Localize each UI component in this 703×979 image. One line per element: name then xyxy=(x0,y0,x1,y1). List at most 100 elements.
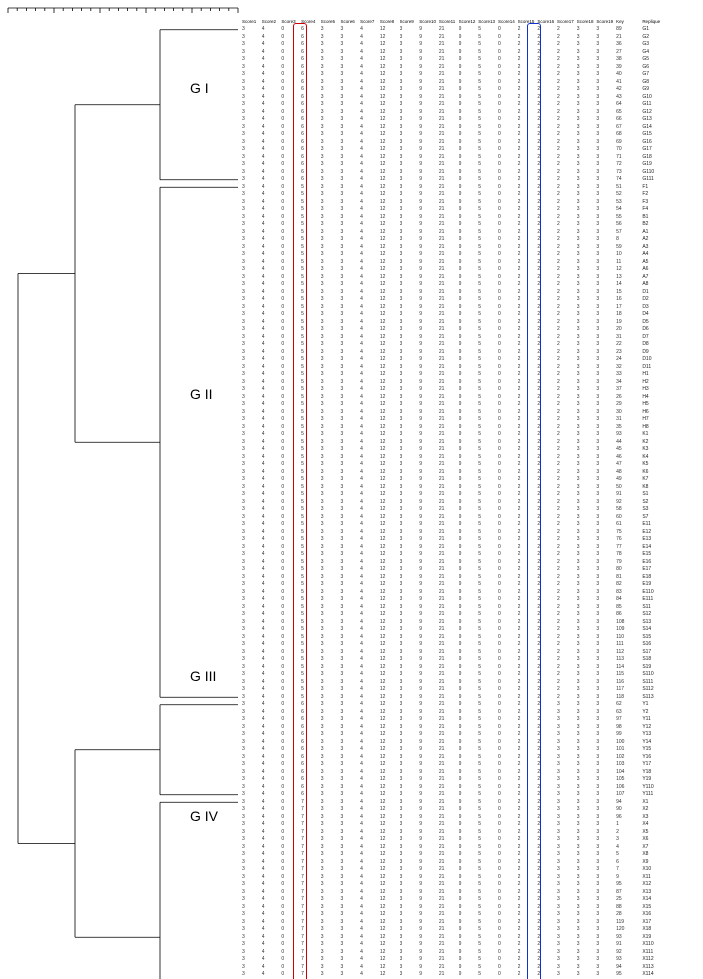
cell: 2 xyxy=(537,326,557,334)
table-row: 340733412392195022333120X18 xyxy=(242,926,697,934)
cell: 3 xyxy=(400,664,420,672)
cell: 12 xyxy=(380,881,400,889)
cell: 5 xyxy=(478,521,498,529)
key-cell: 85 xyxy=(616,604,642,612)
cell: 12 xyxy=(380,581,400,589)
cell: 9 xyxy=(419,34,439,42)
cell: 4 xyxy=(262,206,282,214)
cell: 0 xyxy=(498,889,518,897)
key-cell: 110 xyxy=(616,634,642,642)
cell: 3 xyxy=(242,184,262,192)
cell: 2 xyxy=(518,326,538,334)
cell: 0 xyxy=(498,701,518,709)
cell: 2 xyxy=(537,469,557,477)
cell: 21 xyxy=(439,686,459,694)
cell: 21 xyxy=(439,896,459,904)
cell: 21 xyxy=(439,679,459,687)
cell: 9 xyxy=(419,274,439,282)
cell: 4 xyxy=(262,574,282,582)
cell: 9 xyxy=(459,161,479,169)
table-row: 340633412392195022333101Y15 xyxy=(242,746,697,754)
cell: 12 xyxy=(380,184,400,192)
cell: 3 xyxy=(242,529,262,537)
cell: 9 xyxy=(419,596,439,604)
cell: 12 xyxy=(380,776,400,784)
cell: 5 xyxy=(478,379,498,387)
cell: 3 xyxy=(340,446,360,454)
cell: 2 xyxy=(518,431,538,439)
cell: 2 xyxy=(518,581,538,589)
replique-cell: S15 xyxy=(642,634,697,642)
cell: 9 xyxy=(459,671,479,679)
cell: 6 xyxy=(301,79,321,87)
cell: 5 xyxy=(478,656,498,664)
cell: 21 xyxy=(439,769,459,777)
cell: 12 xyxy=(380,559,400,567)
cell: 4 xyxy=(262,146,282,154)
cell: 2 xyxy=(557,544,577,552)
cell: 4 xyxy=(360,281,380,289)
cell: 21 xyxy=(439,109,459,117)
cell: 21 xyxy=(439,911,459,919)
replique-cell: K3 xyxy=(642,446,697,454)
cell: 3 xyxy=(577,401,597,409)
cell: 3 xyxy=(577,476,597,484)
key-cell: 112 xyxy=(616,649,642,657)
cell: 4 xyxy=(262,814,282,822)
cell: 3 xyxy=(577,394,597,402)
cell: 3 xyxy=(557,814,577,822)
replique-cell: K6 xyxy=(642,469,697,477)
cell: 3 xyxy=(400,409,420,417)
cell: 4 xyxy=(262,716,282,724)
cell: 2 xyxy=(557,386,577,394)
cell: 3 xyxy=(242,334,262,342)
cell: 3 xyxy=(321,221,341,229)
cell: 3 xyxy=(340,161,360,169)
cell: 4 xyxy=(360,559,380,567)
col-header: Score7 xyxy=(360,18,380,26)
replique-cell: X8 xyxy=(642,851,697,859)
cell: 3 xyxy=(242,551,262,559)
cell: 6 xyxy=(301,146,321,154)
cell: 0 xyxy=(281,716,301,724)
cell: 5 xyxy=(478,911,498,919)
cell: 2 xyxy=(518,641,538,649)
cell: 5 xyxy=(478,634,498,642)
col-header: Score4 xyxy=(301,18,321,26)
table-row: 34053341239219502223356B2 xyxy=(242,221,697,229)
cell: 4 xyxy=(262,191,282,199)
cell: 3 xyxy=(321,446,341,454)
cell: 3 xyxy=(596,604,616,612)
cell: 0 xyxy=(281,694,301,702)
cell: 21 xyxy=(439,266,459,274)
cell: 5 xyxy=(478,769,498,777)
cell: 0 xyxy=(281,746,301,754)
key-cell: 19 xyxy=(616,319,642,327)
cell: 21 xyxy=(439,454,459,462)
cell: 12 xyxy=(380,956,400,964)
cell: 12 xyxy=(380,34,400,42)
cell: 21 xyxy=(439,949,459,957)
cell: 5 xyxy=(478,79,498,87)
cell: 3 xyxy=(321,491,341,499)
cell: 2 xyxy=(537,49,557,57)
cell: 2 xyxy=(518,266,538,274)
cell: 4 xyxy=(360,919,380,927)
cell: 5 xyxy=(478,604,498,612)
cell: 4 xyxy=(360,154,380,162)
cell: 5 xyxy=(301,521,321,529)
cell: 3 xyxy=(340,386,360,394)
key-cell: 59 xyxy=(616,244,642,252)
replique-cell: X17 xyxy=(642,919,697,927)
cell: 0 xyxy=(281,304,301,312)
cell: 5 xyxy=(478,431,498,439)
table-row: 34053341239219502223319D5 xyxy=(242,319,697,327)
cell: 2 xyxy=(557,229,577,237)
cell: 3 xyxy=(557,799,577,807)
cell: 3 xyxy=(400,566,420,574)
cell: 2 xyxy=(518,881,538,889)
cell: 9 xyxy=(419,499,439,507)
cell: 2 xyxy=(518,139,538,147)
cell: 12 xyxy=(380,401,400,409)
cell: 3 xyxy=(596,814,616,822)
